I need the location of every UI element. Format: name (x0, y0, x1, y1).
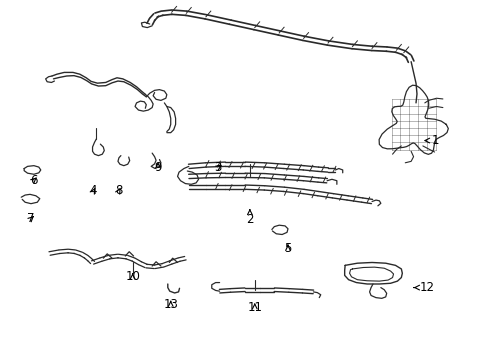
Text: 10: 10 (125, 270, 140, 283)
Text: 2: 2 (246, 210, 254, 226)
Text: 1: 1 (425, 134, 440, 147)
Text: 5: 5 (284, 242, 292, 255)
Text: 12: 12 (414, 281, 434, 294)
Text: 6: 6 (30, 174, 38, 186)
Text: 8: 8 (115, 184, 122, 197)
Text: 13: 13 (163, 298, 178, 311)
Text: 3: 3 (215, 161, 222, 174)
Text: 4: 4 (90, 184, 98, 197)
Text: 7: 7 (27, 212, 35, 225)
Text: 9: 9 (154, 161, 162, 174)
Text: 11: 11 (247, 301, 262, 314)
